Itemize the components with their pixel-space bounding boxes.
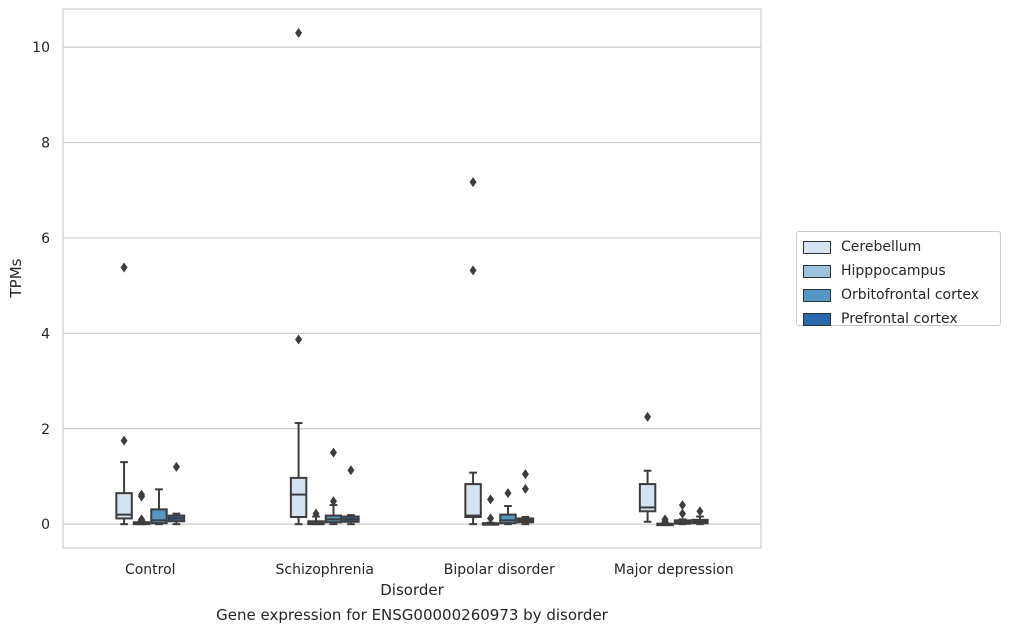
box-0-0 bbox=[115, 262, 133, 526]
outlier-point bbox=[504, 488, 512, 499]
box-1-2 bbox=[324, 447, 343, 526]
outlier-point bbox=[678, 500, 686, 511]
box-0-1 bbox=[132, 489, 151, 526]
outlier-point bbox=[138, 514, 146, 525]
box-2-0 bbox=[464, 177, 482, 526]
box-1-0 bbox=[289, 27, 308, 526]
x-tick-label: Major depression bbox=[614, 562, 734, 578]
outlier-point bbox=[172, 461, 180, 472]
outlier-point bbox=[120, 435, 128, 446]
legend: Cerebellum Hipppocampus Orbitofrontal co… bbox=[796, 231, 1001, 327]
outlier-point bbox=[696, 506, 704, 517]
outlier-point bbox=[120, 262, 128, 273]
outlier-point bbox=[295, 334, 303, 345]
outlier-point bbox=[329, 447, 337, 458]
legend-item-hippocampus: Hipppocampus bbox=[803, 259, 1000, 283]
box-1-1 bbox=[307, 508, 325, 526]
outlier-point bbox=[487, 513, 495, 524]
legend-swatch-prefrontal-cortex bbox=[803, 312, 831, 326]
x-axis-label: Disorder bbox=[380, 581, 444, 599]
legend-label-cerebellum: Cerebellum bbox=[841, 239, 922, 255]
y-tick-labels: 0 2 4 6 8 10 bbox=[32, 40, 50, 533]
legend-item-orbitofrontal-cortex: Orbitofrontal cortex bbox=[803, 283, 1000, 307]
legend-label-orbitofrontal-cortex: Orbitofrontal cortex bbox=[841, 287, 979, 303]
outlier-point bbox=[661, 514, 669, 525]
x-tick-labels: Control Schizophrenia Bipolar disorder Majo… bbox=[125, 562, 734, 578]
box-0-3 bbox=[167, 461, 186, 526]
outlier-point bbox=[678, 508, 686, 519]
y-tick-label: 4 bbox=[41, 326, 50, 342]
legend-item-prefrontal-cortex: Prefrontal cortex bbox=[803, 307, 1000, 331]
outlier-point bbox=[521, 469, 529, 480]
box-3-3 bbox=[691, 506, 709, 526]
legend-label-prefrontal-cortex: Prefrontal cortex bbox=[841, 311, 958, 327]
outlier-point bbox=[487, 494, 495, 505]
figure-caption: Gene expression for ENSG00000260973 by d… bbox=[216, 606, 608, 624]
box-3-1 bbox=[656, 514, 674, 527]
outlier-point bbox=[138, 489, 146, 500]
legend-item-cerebellum: Cerebellum bbox=[803, 235, 1000, 259]
box-iqr bbox=[289, 476, 308, 518]
outlier-point bbox=[521, 483, 529, 494]
box-3-0 bbox=[638, 411, 657, 523]
x-tick-label: Bipolar disorder bbox=[444, 562, 555, 578]
outlier-point bbox=[295, 27, 303, 38]
box-iqr bbox=[464, 483, 482, 518]
y-tick-label: 8 bbox=[41, 136, 50, 152]
box-1-3 bbox=[342, 465, 360, 526]
box-3-2 bbox=[673, 500, 692, 526]
box-series bbox=[115, 27, 709, 527]
y-tick-label: 10 bbox=[32, 40, 50, 56]
outlier-point bbox=[312, 508, 320, 519]
box-2-2 bbox=[499, 488, 517, 526]
legend-label-hippocampus: Hipppocampus bbox=[841, 263, 946, 279]
outlier-point bbox=[644, 411, 652, 422]
grid-lines bbox=[63, 46, 761, 525]
y-tick-label: 0 bbox=[41, 517, 50, 533]
box-iqr bbox=[638, 483, 657, 513]
box-2-3 bbox=[516, 469, 535, 526]
box-0-2 bbox=[150, 488, 168, 526]
plot-frame bbox=[62, 8, 762, 549]
y-tick-label: 6 bbox=[41, 231, 50, 247]
x-tick-label: Schizophrenia bbox=[276, 562, 374, 578]
outlier-point bbox=[347, 465, 355, 476]
y-tick-label: 2 bbox=[41, 422, 50, 438]
outlier-point bbox=[469, 177, 477, 188]
x-tick-label: Control bbox=[125, 562, 176, 578]
legend-swatch-cerebellum bbox=[803, 240, 831, 254]
outlier-point bbox=[469, 265, 477, 276]
y-axis-label: TPMs bbox=[7, 258, 25, 298]
legend-swatch-orbitofrontal-cortex bbox=[803, 288, 831, 302]
box-iqr bbox=[499, 513, 517, 525]
outlier-point bbox=[329, 496, 337, 507]
box-iqr bbox=[115, 492, 133, 520]
legend-swatch-hippocampus bbox=[803, 264, 831, 278]
box-2-1 bbox=[481, 494, 500, 526]
